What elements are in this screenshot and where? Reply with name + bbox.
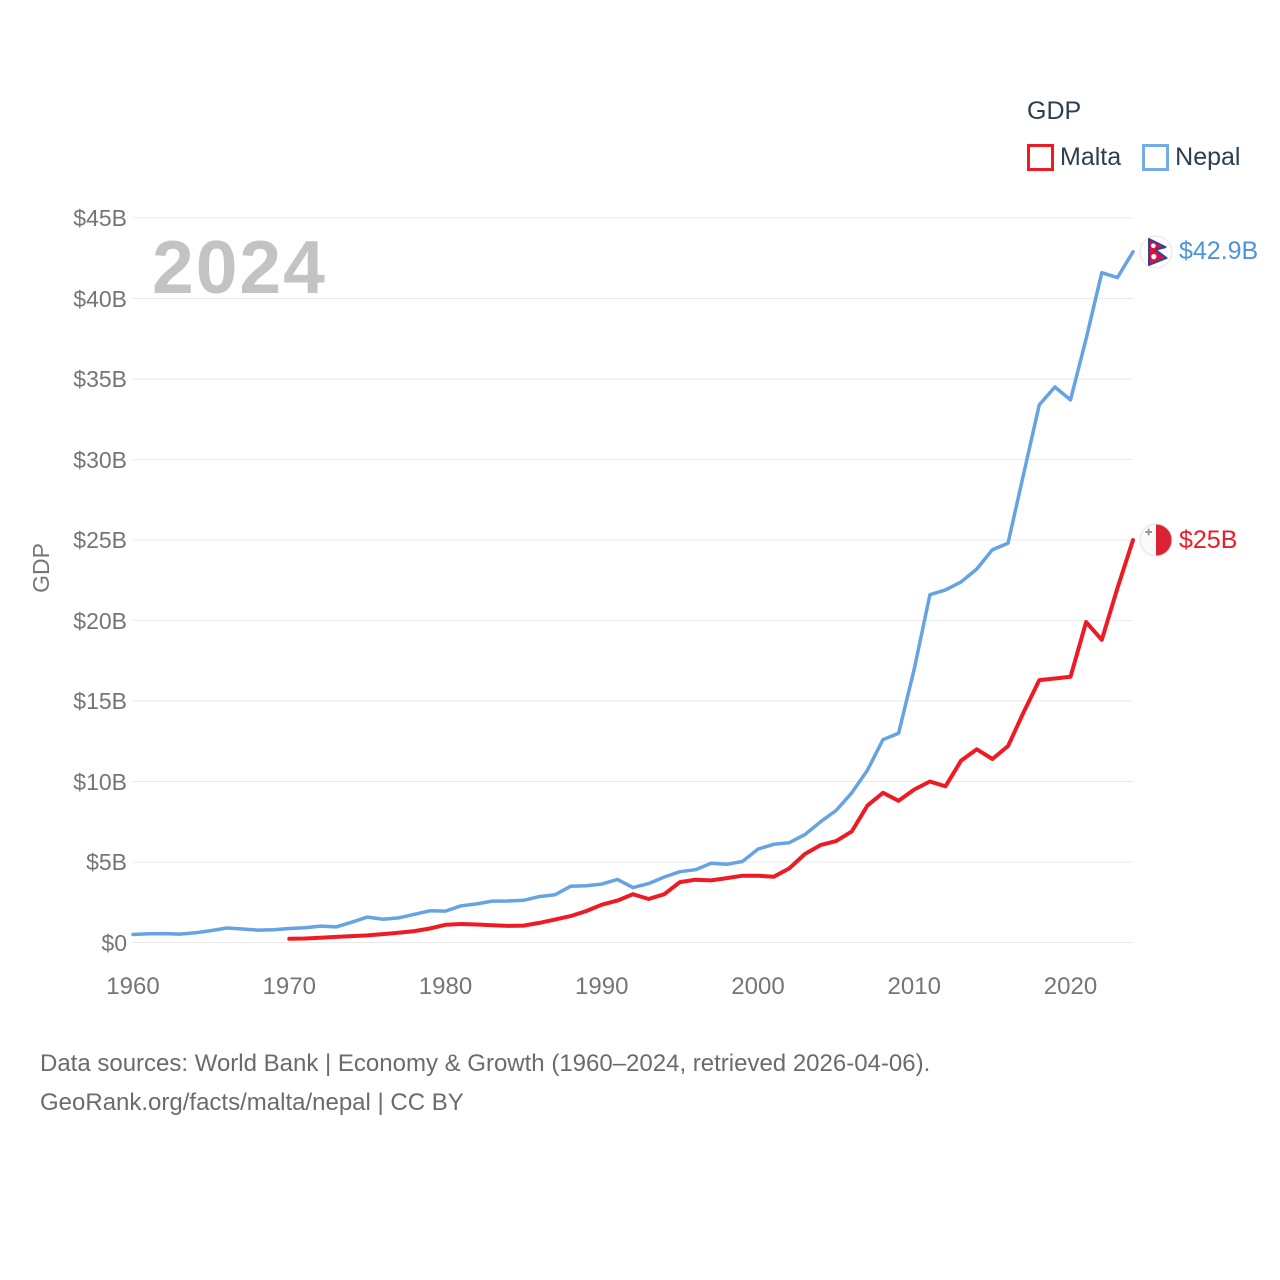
y-tick-label: $0 [101,929,127,956]
y-tick-label: $25B [73,527,127,553]
nepal-end-value: $42.9B [1179,237,1259,266]
watermark-year: 2024 [152,225,327,309]
legend-title: GDP [1027,97,1082,125]
y-tick-label: $10B [73,768,127,795]
y-tick-label: $35B [73,366,127,392]
legend-label-nepal: Nepal [1175,143,1241,171]
chart-legend: GDP Malta Nepal [1027,97,1240,172]
nepal-line [131,250,1135,937]
malta-end-label: $25B [1139,523,1237,557]
legend-item-nepal: Nepal [1142,143,1240,172]
nepal-flag-icon [1139,235,1173,269]
malta-swatch-icon [1027,144,1054,171]
y-tick-label: $15B [73,688,127,714]
footer-attribution-line: GeoRank.org/facts/malta/nepal | CC BY [40,1089,464,1116]
y-tick-label: $5B [86,849,127,875]
x-tick-label: 2020 [1043,973,1098,1000]
malta-line [287,538,1135,941]
legend-item-malta: Malta [1027,143,1121,172]
x-tick-label: 2000 [731,973,785,1000]
x-tick-label: 1990 [575,973,629,1000]
y-tick-label: $30B [73,446,127,473]
x-tick-label: 1970 [262,973,316,1000]
x-tick-label: 2010 [887,973,941,1000]
y-tick-label: $20B [73,607,127,634]
footer-source-line: Data sources: World Bank | Economy & Gro… [40,1050,931,1077]
malta-flag-icon [1139,523,1173,557]
chart-footer: Data sources: World Bank | Economy & Gro… [40,1044,930,1122]
legend-label-malta: Malta [1060,143,1122,171]
legend-items: Malta Nepal [1027,143,1240,172]
malta-end-value: $25B [1179,525,1238,554]
x-tick-label: 1980 [418,973,473,1000]
y-tick-label: $45B [73,205,127,231]
x-tick-label: 1960 [106,973,160,1000]
nepal-swatch-icon [1142,144,1170,171]
y-tick-label: $40B [73,285,127,312]
nepal-end-label: $42.9B [1139,235,1258,269]
